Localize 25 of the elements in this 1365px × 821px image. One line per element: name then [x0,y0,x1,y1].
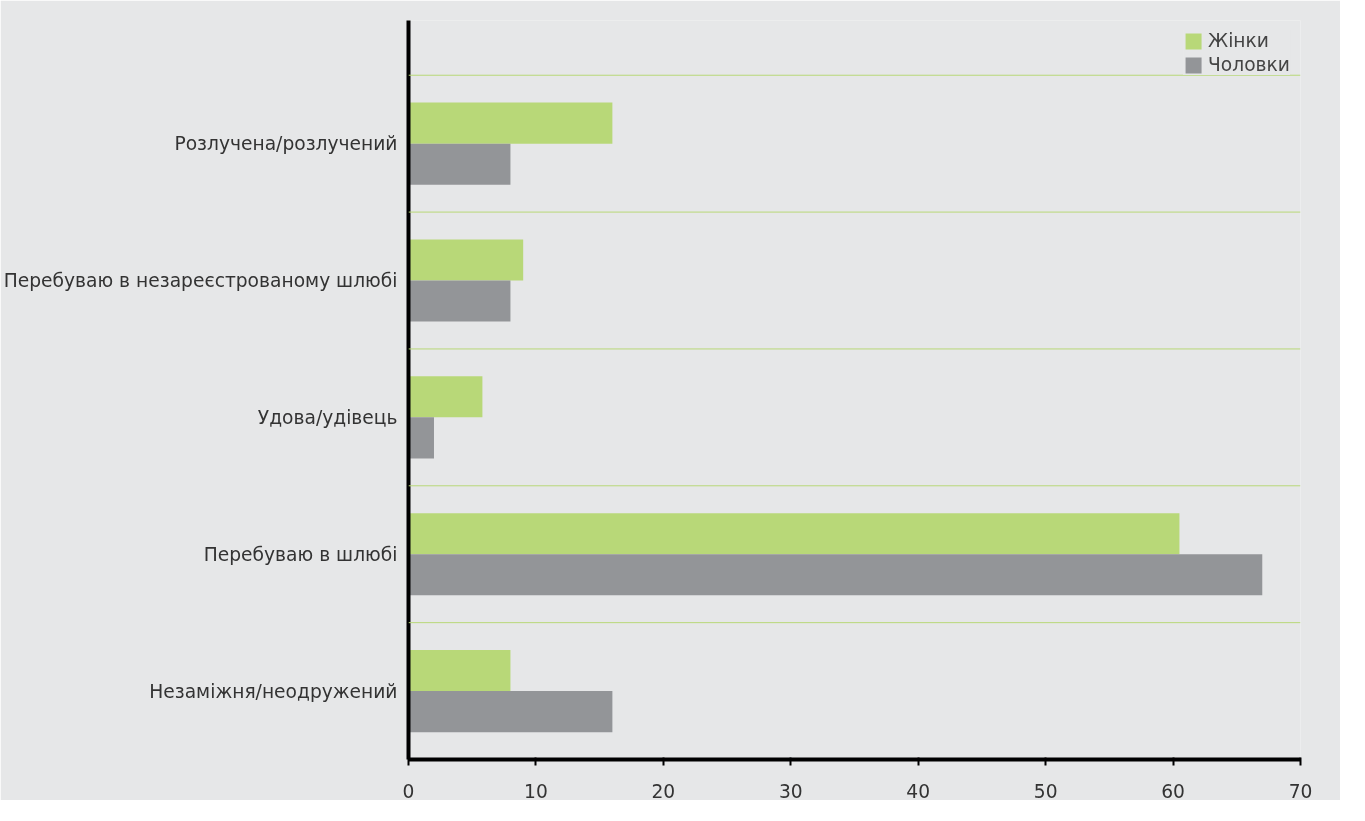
y-tick-label: Удова/удівець [257,406,398,428]
bar [408,376,483,418]
bar [408,691,613,733]
x-tick-label: 50 [1033,780,1058,802]
bar [408,102,613,144]
x-tick-label: 40 [906,780,931,802]
y-tick-label: Перебуваю в незареєстрованому шлюбі [3,270,398,292]
y-tick-label: Перебуваю в шлюбі [203,543,398,565]
bar [408,239,524,281]
y-tick-label: Незаміжня/неодружений [149,680,398,702]
legend-label: Чоловки [1208,54,1290,75]
x-tick-label: 10 [524,780,548,802]
legend-label: Жінки [1208,30,1269,51]
bar [408,513,1180,555]
x-tick-label: 60 [1161,780,1185,802]
x-tick-label: 70 [1288,780,1313,802]
bar [408,143,511,185]
bar [408,554,1263,596]
bar [408,650,511,692]
x-tick-label: 30 [778,780,803,802]
bar [408,280,511,322]
x-tick-label: 0 [402,780,415,802]
x-tick-label: 20 [651,780,676,802]
bar [408,417,434,459]
y-tick-label: Розлучена/розлучений [174,133,398,155]
